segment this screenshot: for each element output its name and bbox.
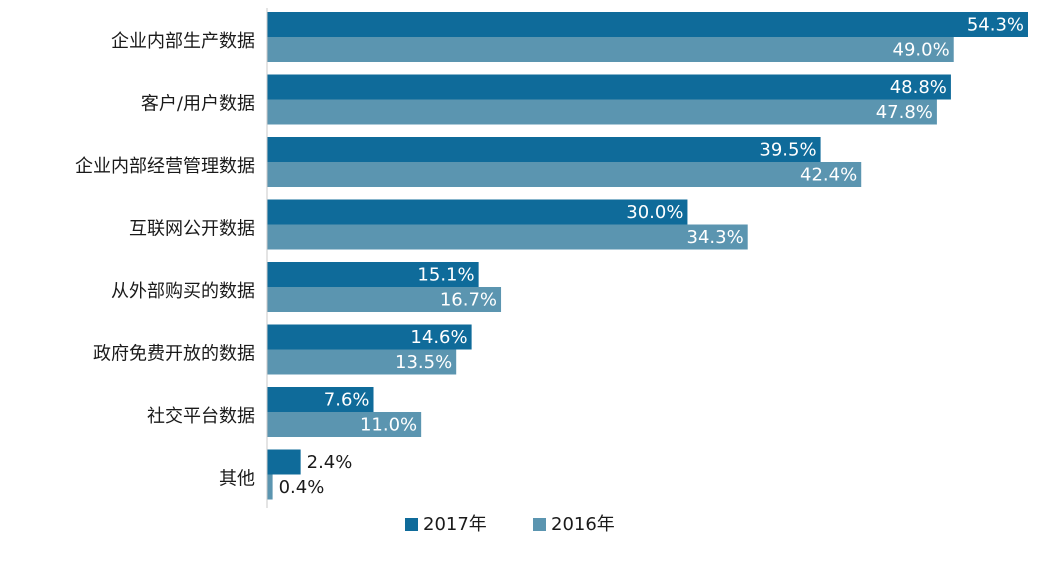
data-label: 54.3%: [967, 15, 1024, 36]
bar-series-1: [267, 449, 301, 475]
data-label: 34.3%: [687, 227, 744, 248]
legend-label: 2017年: [423, 514, 487, 535]
data-label: 0.4%: [279, 477, 325, 498]
bar-series-2: [267, 162, 862, 187]
category-label: 从外部购买的数据: [111, 281, 255, 302]
bar-series-2: [267, 287, 502, 312]
bar-series-2: [267, 412, 422, 437]
data-label: 39.5%: [759, 140, 816, 161]
legend-swatch: [405, 518, 418, 531]
category-label: 企业内部经营管理数据: [75, 156, 255, 177]
bar-series-2: [267, 99, 937, 125]
data-label: 49.0%: [893, 40, 950, 61]
data-label: 42.4%: [800, 165, 857, 186]
data-label: 2.4%: [307, 452, 353, 473]
bar-series-1: [267, 12, 1028, 37]
data-label: 13.5%: [395, 352, 452, 373]
bar-series-1: [267, 137, 821, 162]
bar-series-1: [267, 74, 951, 100]
legend-label: 2016年: [551, 514, 615, 535]
category-label: 企业内部生产数据: [111, 31, 255, 52]
bar-series-2: [267, 37, 954, 62]
data-label: 48.8%: [890, 77, 947, 98]
data-label: 47.8%: [876, 102, 933, 123]
category-label: 政府免费开放的数据: [93, 344, 255, 365]
legend: 2017年 2016年: [405, 514, 615, 535]
bar-series-1: [267, 387, 374, 412]
data-label: 11.0%: [360, 415, 417, 436]
category-labels: 企业内部生产数据客户/用户数据企业内部经营管理数据互联网公开数据从外部购买的数据…: [75, 31, 255, 490]
bars-group: 54.3% 49.0% 48.8% 47.8% 39.5% 42.4% 30.0%34.3%…: [267, 12, 1028, 500]
category-label: 互联网公开数据: [129, 219, 255, 240]
bar-series-2: [267, 474, 273, 500]
legend-swatch: [533, 518, 546, 531]
category-label: 其他: [219, 469, 255, 490]
category-label: 客户/用户数据: [141, 94, 255, 115]
bar-series-2: [267, 349, 457, 375]
data-label: 14.6%: [410, 327, 467, 348]
data-label: 16.7%: [440, 290, 497, 311]
bar-series-1: [267, 199, 688, 225]
data-label: 7.6%: [324, 390, 370, 411]
bar-series-1: [267, 262, 479, 287]
data-label: 30.0%: [626, 202, 683, 223]
category-label: 社交平台数据: [147, 406, 255, 427]
bar-series-1: [267, 324, 472, 350]
data-label: 15.1%: [417, 265, 474, 286]
bar-series-2: [267, 224, 748, 250]
